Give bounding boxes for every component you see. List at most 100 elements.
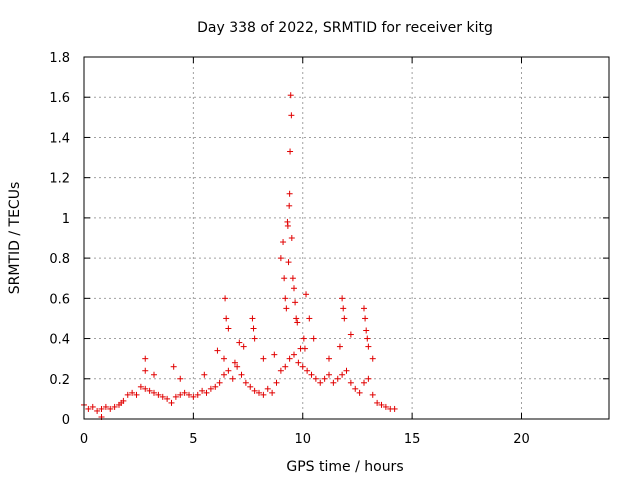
data-point: [186, 391, 192, 398]
data-point: [284, 222, 291, 229]
data-point: [242, 379, 249, 386]
data-point: [264, 385, 271, 392]
y-tick-label: 0.8: [49, 252, 70, 267]
data-point: [365, 375, 372, 382]
data-point: [222, 295, 229, 302]
data-point: [336, 343, 343, 350]
data-point: [151, 371, 157, 378]
data-point: [89, 403, 96, 410]
data-point: [361, 379, 367, 386]
data-point: [273, 379, 280, 386]
data-point: [221, 355, 227, 362]
data-point: [312, 375, 319, 382]
data-point: [250, 325, 257, 332]
data-point: [292, 299, 299, 306]
y-tick-label: 0.4: [49, 333, 70, 348]
plot-frame: [83, 56, 610, 420]
x-tick-label: 15: [404, 432, 421, 447]
data-point: [229, 375, 236, 382]
data-point: [98, 405, 105, 412]
y-tick-label: 1.6: [49, 91, 70, 106]
data-point: [214, 347, 221, 354]
data-point: [341, 315, 348, 322]
data-point: [201, 371, 208, 378]
data-point: [172, 393, 179, 400]
data-point: [137, 383, 144, 390]
data-point: [282, 295, 289, 302]
data-point: [347, 331, 354, 338]
data-point: [291, 285, 297, 292]
chart-title: Day 338 of 2022, SRMTID for receiver kit…: [197, 20, 493, 36]
data-points: [81, 92, 398, 420]
y-tick-label: 0.6: [49, 292, 70, 307]
data-point: [361, 305, 367, 312]
data-point: [249, 315, 256, 322]
data-point: [124, 391, 131, 398]
data-point: [240, 343, 247, 350]
data-point: [146, 387, 153, 394]
data-point: [216, 379, 223, 386]
data-point: [260, 391, 267, 398]
data-point: [277, 367, 284, 374]
data-point: [194, 391, 201, 398]
data-point: [378, 401, 385, 408]
y-tick-label: 1.4: [49, 131, 70, 146]
data-point: [356, 389, 363, 396]
data-point: [304, 367, 311, 374]
x-axis-label: GPS time / hours: [286, 459, 403, 475]
y-tick-label: 0: [62, 413, 70, 428]
x-tick-label: 10: [294, 432, 311, 447]
data-point: [340, 305, 347, 312]
data-point: [287, 148, 294, 155]
data-point: [177, 391, 184, 398]
data-point: [247, 383, 254, 390]
data-point: [231, 359, 238, 366]
data-point: [251, 335, 258, 342]
y-axis: 0 0.2 0.4 0.6 0.8 1 1.2 1.4 1.6 1.8: [49, 51, 609, 428]
grid-layer: [84, 57, 609, 419]
data-point: [347, 379, 354, 386]
data-point: [238, 371, 245, 378]
data-point: [300, 335, 307, 342]
data-point: [339, 295, 346, 302]
data-point: [170, 363, 177, 370]
data-point: [118, 399, 125, 406]
data-point: [107, 405, 114, 412]
data-point: [289, 275, 296, 282]
y-tick-label: 1.2: [49, 172, 70, 187]
data-point: [330, 379, 337, 386]
data-point: [288, 112, 295, 119]
data-point: [234, 363, 241, 370]
data-point: [142, 385, 149, 392]
data-point: [326, 371, 332, 378]
data-point: [181, 389, 188, 396]
data-point: [164, 395, 171, 402]
data-point: [94, 407, 101, 414]
data-point: [142, 355, 149, 362]
data-point: [283, 305, 290, 312]
x-tick-label: 5: [189, 432, 197, 447]
data-point: [293, 315, 300, 322]
x-axis: 0 5 10 15 20: [80, 57, 530, 447]
data-point: [369, 355, 376, 362]
data-point: [317, 379, 324, 386]
data-point: [256, 389, 262, 396]
data-point: [269, 389, 276, 396]
data-point: [277, 255, 284, 262]
data-point: [225, 325, 232, 332]
data-point: [339, 371, 346, 378]
data-point: [287, 92, 294, 99]
data-point: [221, 371, 227, 378]
data-point: [212, 383, 219, 390]
data-point: [391, 405, 398, 412]
data-point: [286, 202, 293, 209]
data-point: [159, 393, 166, 400]
data-point: [199, 387, 206, 394]
data-point: [334, 375, 341, 382]
data-point: [303, 291, 310, 298]
data-point: [236, 339, 243, 346]
data-point: [288, 235, 295, 241]
data-point: [133, 391, 140, 398]
data-point: [363, 327, 370, 334]
y-axis-label: SRMTID / TECUs: [7, 182, 23, 295]
